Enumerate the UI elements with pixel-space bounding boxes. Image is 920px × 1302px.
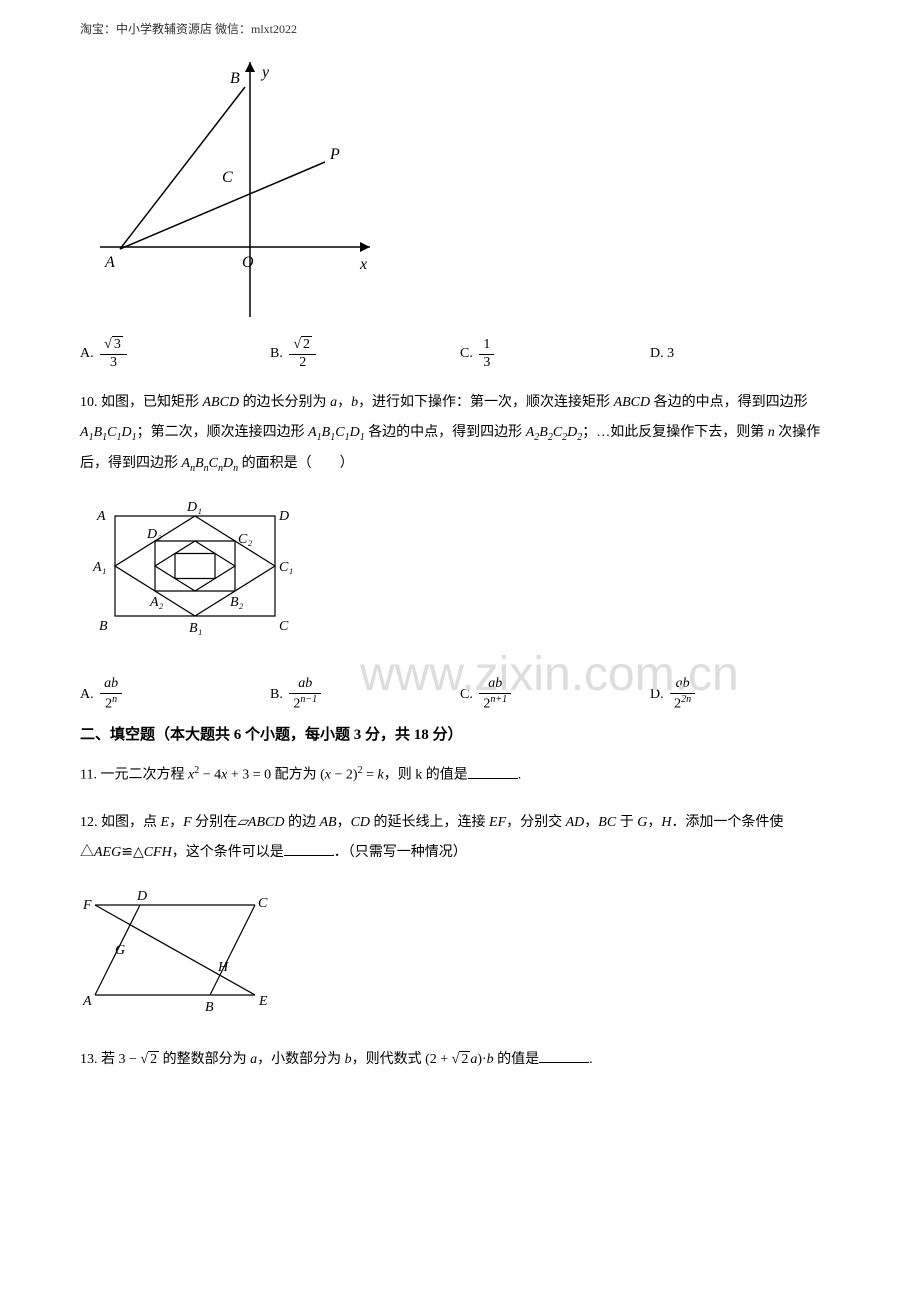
svg-text:D₁: D₁	[186, 500, 202, 515]
section-2-title: 二、填空题（本大题共 6 个小题，每小题 3 分，共 18 分）	[80, 723, 840, 744]
figure-q12: F D C G H A B E	[80, 885, 840, 1015]
svg-text:C: C	[222, 169, 233, 186]
svg-text:D: D	[278, 509, 289, 524]
q10-options: A. ab2n B. ab2n−1 C. ab2n+1 D. ab22n	[80, 676, 840, 713]
svg-text:A₂: A₂	[149, 595, 164, 610]
svg-text:C: C	[279, 619, 289, 634]
svg-text:D: D	[136, 889, 147, 904]
q13-blank	[539, 1062, 589, 1063]
svg-text:O: O	[242, 254, 254, 271]
svg-text:B: B	[99, 619, 108, 634]
q11-problem: 11. 一元二次方程 x2 − 4x + 3 = 0 配方为 (x − 2)2 …	[80, 760, 840, 791]
q10-option-c: C. ab2n+1	[460, 676, 650, 713]
svg-text:F: F	[82, 898, 92, 913]
svg-text:A: A	[82, 994, 92, 1009]
svg-text:x: x	[359, 256, 367, 273]
q10-option-a: A. ab2n	[80, 676, 270, 713]
q9-option-d: D. 3	[650, 337, 840, 372]
svg-text:H: H	[217, 960, 229, 975]
page-header: 淘宝：中小学教辅资源店 微信：mlxt2022	[80, 20, 840, 37]
svg-text:A: A	[96, 509, 106, 524]
svg-text:G: G	[115, 943, 125, 958]
q9-options: A. 33 B. 22 C. 13 D. 3	[80, 337, 840, 372]
q11-blank	[468, 778, 518, 779]
q9-option-b: B. 22	[270, 337, 460, 372]
q10-option-b: B. ab2n−1	[270, 676, 460, 713]
figure-q9: A B C O Px y	[80, 57, 840, 327]
q9-option-c: C. 13	[460, 337, 650, 372]
svg-text:B: B	[205, 1000, 214, 1015]
svg-text:B₂: B₂	[230, 595, 244, 610]
q10-problem: 10. 如图，已知矩形 ABCD 的边长分别为 a，b，进行如下操作：第一次，顺…	[80, 388, 840, 480]
svg-text:D₂: D₂	[146, 527, 162, 542]
q9-option-a: A. 33	[80, 337, 270, 372]
svg-text:C: C	[258, 896, 268, 911]
svg-text:C₂: C₂	[238, 532, 252, 547]
svg-text:B: B	[230, 70, 240, 87]
svg-text:A₁: A₁	[92, 560, 106, 575]
svg-text:C₁: C₁	[279, 560, 293, 575]
q12-blank	[284, 855, 334, 856]
q10-option-d: D. ab22n	[650, 676, 840, 713]
svg-text:B₁: B₁	[189, 621, 202, 636]
figure-q10: A D₁ D D₂ C₂ A₁ C₁ A₂ B₂ B B₁ C	[80, 496, 840, 646]
svg-text:y: y	[260, 64, 270, 81]
svg-text:A: A	[104, 254, 115, 271]
svg-text:P: P	[329, 146, 340, 163]
q12-problem: 12. 如图，点 E，F 分别在▱ABCD 的边 AB，CD 的延长线上，连接 …	[80, 808, 840, 870]
q13-problem: 13. 若 3 − 2 的整数部分为 a，小数部分为 b，则代数式 (2 + 2…	[80, 1045, 840, 1076]
svg-text:E: E	[258, 994, 268, 1009]
